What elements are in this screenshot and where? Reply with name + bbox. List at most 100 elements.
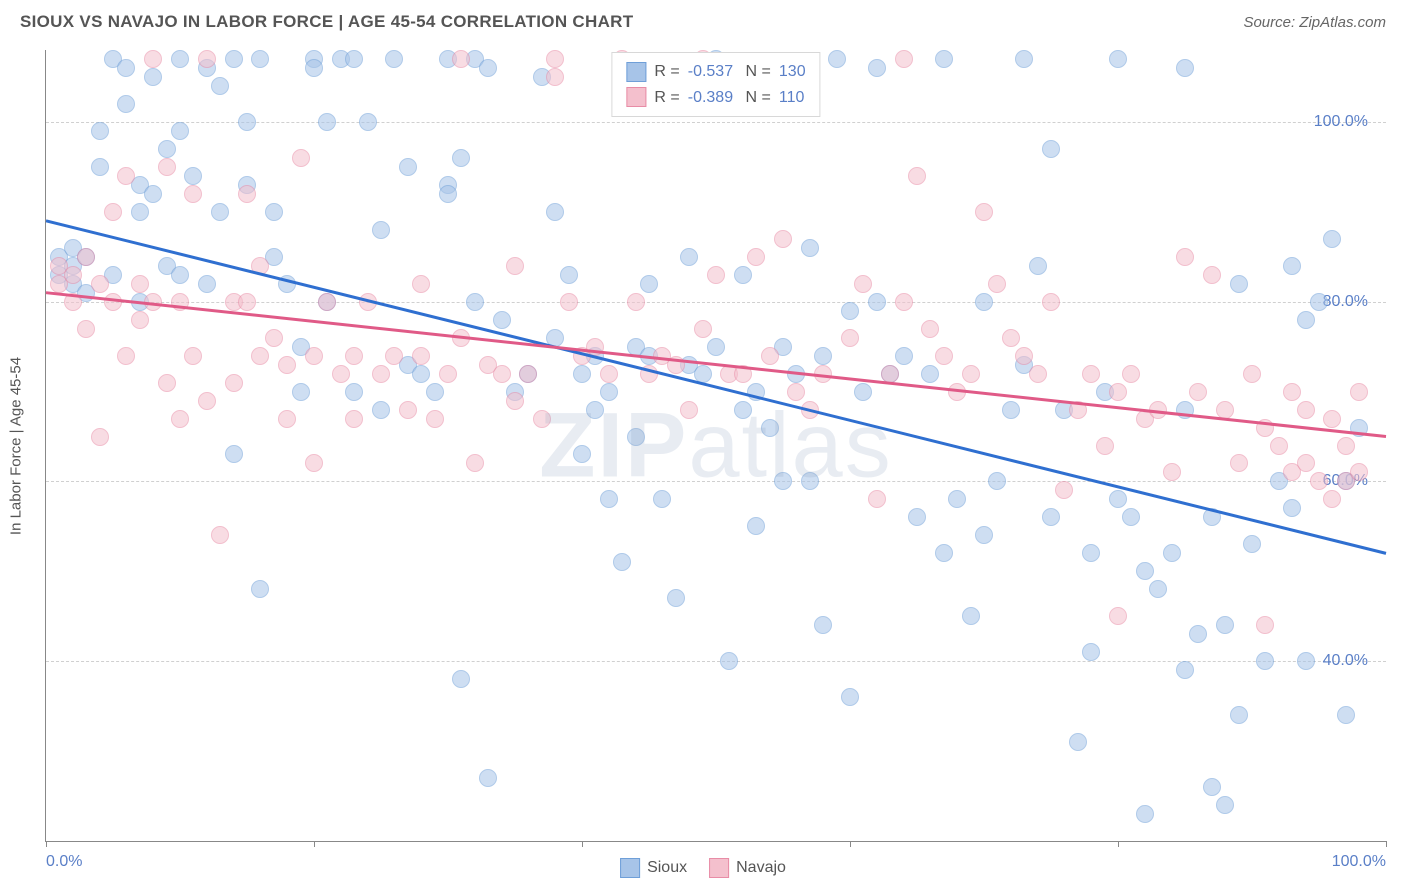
data-point	[640, 275, 658, 293]
data-point	[868, 59, 886, 77]
data-point	[399, 158, 417, 176]
data-point	[801, 401, 819, 419]
data-point	[640, 365, 658, 383]
data-point	[1136, 805, 1154, 823]
data-point	[600, 383, 618, 401]
data-point	[466, 454, 484, 472]
data-point	[814, 365, 832, 383]
data-point	[854, 383, 872, 401]
data-point	[278, 275, 296, 293]
data-point	[144, 293, 162, 311]
data-point	[198, 50, 216, 68]
data-point	[854, 275, 872, 293]
data-point	[158, 374, 176, 392]
data-point	[1029, 365, 1047, 383]
data-point	[1243, 535, 1261, 553]
data-point	[1015, 50, 1033, 68]
data-point	[466, 293, 484, 311]
data-point	[278, 356, 296, 374]
data-point	[948, 383, 966, 401]
data-point	[385, 347, 403, 365]
data-point	[1203, 778, 1221, 796]
data-point	[372, 365, 390, 383]
data-point	[198, 275, 216, 293]
n-value-navajo: 110	[779, 85, 805, 111]
data-point	[1243, 365, 1261, 383]
data-point	[1203, 508, 1221, 526]
data-point	[372, 221, 390, 239]
data-point	[1176, 248, 1194, 266]
data-point	[1136, 562, 1154, 580]
data-point	[506, 257, 524, 275]
data-point	[184, 347, 202, 365]
data-point	[184, 167, 202, 185]
y-tick-label: 100.0%	[1314, 113, 1368, 131]
data-point	[734, 401, 752, 419]
data-point	[1069, 401, 1087, 419]
data-point	[1109, 383, 1127, 401]
data-point	[1176, 59, 1194, 77]
x-tick	[46, 841, 47, 847]
data-point	[91, 428, 109, 446]
data-point	[439, 365, 457, 383]
data-point	[747, 383, 765, 401]
data-point	[921, 320, 939, 338]
data-point	[171, 410, 189, 428]
data-point	[131, 311, 149, 329]
data-point	[962, 365, 980, 383]
correlation-legend: R = -0.537 N = 130 R = -0.389 N = 110	[611, 52, 820, 117]
data-point	[332, 365, 350, 383]
data-point	[412, 347, 430, 365]
data-point	[546, 68, 564, 86]
swatch-navajo	[709, 858, 729, 878]
data-point	[774, 472, 792, 490]
data-point	[1310, 293, 1328, 311]
data-point	[278, 410, 296, 428]
data-point	[1297, 311, 1315, 329]
swatch-sioux	[626, 62, 646, 82]
legend-item-sioux: Sioux	[620, 858, 687, 878]
legend-row-sioux: R = -0.537 N = 130	[626, 59, 805, 85]
data-point	[975, 293, 993, 311]
data-point	[627, 428, 645, 446]
data-point	[1297, 652, 1315, 670]
data-point	[1323, 490, 1341, 508]
data-point	[560, 266, 578, 284]
r-value-navajo: -0.389	[688, 85, 733, 111]
x-tick	[850, 841, 851, 847]
data-point	[426, 410, 444, 428]
r-label: R =	[654, 59, 679, 85]
data-point	[895, 50, 913, 68]
data-point	[292, 149, 310, 167]
x-tick-label-right: 100.0%	[1332, 853, 1386, 871]
data-point	[117, 167, 135, 185]
data-point	[345, 383, 363, 401]
x-tick	[1386, 841, 1387, 847]
data-point	[131, 275, 149, 293]
data-point	[1256, 419, 1274, 437]
series-legend: Sioux Navajo	[620, 858, 786, 878]
data-point	[1109, 50, 1127, 68]
data-point	[895, 293, 913, 311]
data-point	[345, 410, 363, 428]
data-point	[533, 410, 551, 428]
data-point	[975, 203, 993, 221]
data-point	[667, 589, 685, 607]
data-point	[399, 401, 417, 419]
data-point	[1189, 383, 1207, 401]
data-point	[1350, 463, 1368, 481]
data-point	[600, 365, 618, 383]
data-point	[372, 401, 390, 419]
data-point	[117, 95, 135, 113]
data-point	[573, 445, 591, 463]
legend-item-navajo: Navajo	[709, 858, 786, 878]
data-point	[171, 266, 189, 284]
legend-row-navajo: R = -0.389 N = 110	[626, 85, 805, 111]
data-point	[1015, 347, 1033, 365]
data-point	[1350, 383, 1368, 401]
data-point	[305, 59, 323, 77]
data-point	[747, 517, 765, 535]
data-point	[1216, 796, 1234, 814]
source-attribution: Source: ZipAtlas.com	[1243, 14, 1386, 31]
data-point	[841, 688, 859, 706]
